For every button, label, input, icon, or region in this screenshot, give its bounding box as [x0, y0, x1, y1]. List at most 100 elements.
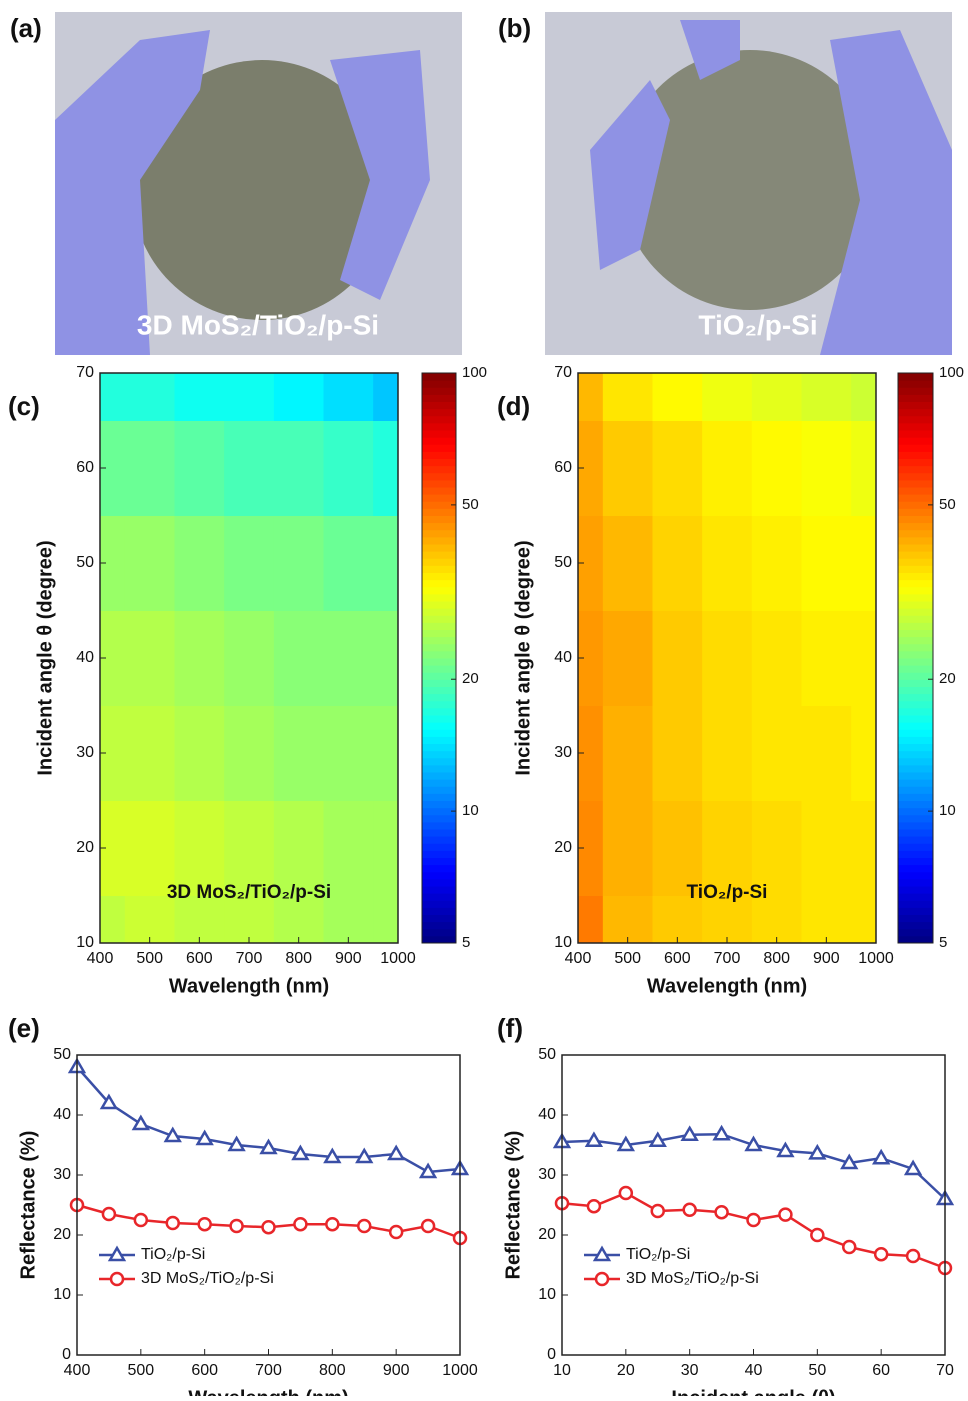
legend-label: 3D MoS₂/TiO₂/p-Si [141, 1270, 274, 1287]
colorbar-strip [898, 878, 933, 887]
heatmap-cell [751, 800, 802, 896]
colorbar-strip [898, 907, 933, 915]
colorbar-strip [898, 422, 933, 431]
heatmap-cell [224, 705, 275, 801]
heatmap-cell [273, 895, 324, 944]
marker [388, 1224, 404, 1240]
y-tick-label: 20 [538, 1226, 556, 1243]
heatmap-cell [100, 373, 126, 421]
colorbar-strip [422, 857, 456, 866]
colorbar-strip [422, 928, 456, 937]
x-tick-label: 900 [813, 950, 840, 967]
marker [420, 1218, 436, 1234]
heatmap-cell [801, 705, 852, 801]
colorbar-strip [898, 551, 933, 559]
panel-label: (b) [498, 13, 531, 43]
y-axis-label: Reflectance (%) [17, 1131, 39, 1280]
colorbar-strip [898, 629, 933, 638]
marker [746, 1212, 761, 1228]
x-tick-label: 1000 [442, 1362, 478, 1379]
heatmap-cell [373, 515, 399, 611]
panel-label: (d) [497, 391, 530, 421]
colorbar-strip [898, 772, 933, 780]
photo-caption: 3D MoS₂/TiO₂/p-Si [137, 309, 379, 340]
x-tick-label: 500 [614, 950, 641, 967]
colorbar-strip [422, 629, 456, 638]
x-tick-label: 400 [64, 1362, 91, 1379]
colorbar-strip [898, 501, 933, 509]
colorbar-strip [422, 551, 456, 559]
x-tick-label: 10 [553, 1362, 571, 1379]
panel-label: (c) [8, 391, 40, 421]
y-tick-label: 20 [76, 839, 94, 856]
colorbar-strip [898, 479, 933, 488]
glove [680, 20, 740, 80]
colorbar-strip [422, 529, 456, 538]
colorbar-strip [422, 793, 456, 801]
marker [325, 1216, 340, 1232]
glove [820, 30, 952, 355]
heatmap-cell [124, 705, 175, 801]
heatmap-cell [373, 705, 399, 801]
y-tick-label: 40 [554, 649, 572, 666]
legend-label: TiO₂/p-Si [626, 1246, 690, 1263]
marker [810, 1227, 825, 1243]
colorbar-strip [898, 793, 933, 801]
colorbar-strip [422, 494, 456, 502]
colorbar-strip [422, 373, 456, 381]
heatmap-cell [124, 515, 175, 611]
colorbar-strip [422, 779, 456, 787]
x-axis-label: Wavelength (nm) [647, 975, 807, 997]
colorbar-strip [898, 800, 933, 809]
colorbar-strip [898, 736, 933, 744]
colorbar-strip [422, 479, 456, 488]
colorbar-strip [422, 615, 456, 623]
colorbar-tick-label: 10 [939, 802, 956, 819]
heatmap-cell [851, 373, 877, 421]
colorbar-strip [422, 878, 456, 887]
heatmap-cell [373, 895, 399, 944]
colorbar-strip [898, 565, 933, 573]
colorbar-strip [898, 487, 933, 495]
x-tick-label: 500 [127, 1362, 154, 1379]
heatmap-cell [323, 610, 374, 706]
marker [293, 1216, 308, 1232]
colorbar-strip [422, 843, 456, 851]
plot-frame [76, 1054, 461, 1356]
glove [590, 80, 670, 270]
colorbar-strip [422, 394, 456, 402]
marker [195, 1129, 214, 1146]
heatmap-cell [174, 895, 225, 944]
y-tick-label: 40 [53, 1106, 71, 1123]
colorbar-strip [898, 757, 933, 766]
colorbar-strip [898, 615, 933, 623]
marker [682, 1202, 697, 1218]
colorbar-strip [422, 622, 456, 630]
colorbar-strip [422, 764, 456, 773]
colorbar-strip [898, 921, 933, 930]
marker [355, 1147, 374, 1164]
colorbar-strip [898, 864, 933, 873]
legend-marker [107, 1245, 127, 1262]
heatmap-cell [751, 895, 802, 944]
marker [650, 1203, 665, 1219]
colorbar-strip [422, 515, 456, 524]
colorbar-strip [898, 750, 933, 759]
heatmap-cell [751, 705, 802, 801]
heatmap-cell [273, 800, 324, 896]
x-tick-label: 800 [285, 950, 312, 967]
heatmap-cell [373, 610, 399, 706]
x-tick-label: 70 [936, 1362, 954, 1379]
marker [905, 1248, 921, 1264]
colorbar-strip [898, 807, 933, 816]
colorbar-strip [898, 893, 933, 901]
heatmap-cell [602, 705, 653, 801]
colorbar-strip [898, 707, 933, 716]
heatmap-cell [578, 895, 604, 944]
heatmap-cell [273, 515, 324, 611]
colorbar-strip [898, 850, 933, 858]
heatmap-cell [124, 610, 175, 706]
heatmap-cell [224, 610, 275, 706]
legend-label: TiO₂/p-Si [141, 1246, 205, 1263]
colorbar-strip [898, 494, 933, 502]
